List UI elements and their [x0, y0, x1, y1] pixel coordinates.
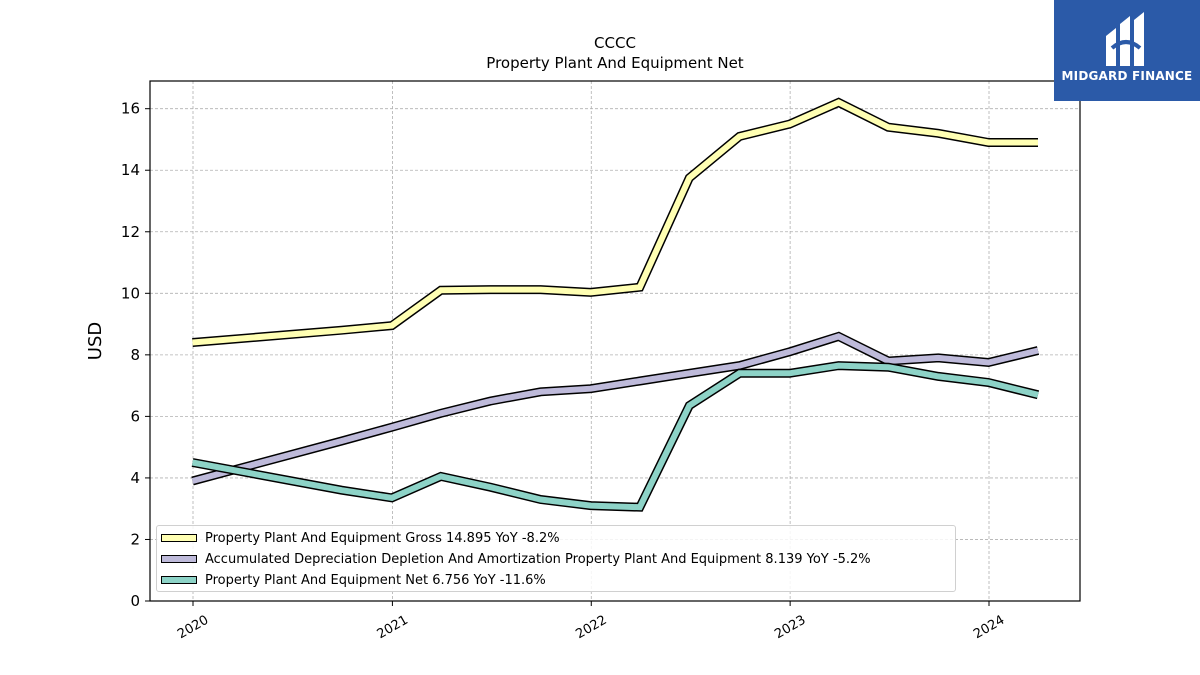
plot-frame: [149, 80, 1081, 602]
x-tick-label-2024: 2024: [971, 613, 1007, 643]
legend-swatch-depreciation: [161, 555, 197, 563]
series-line-2: [191, 362, 1039, 511]
y-tick-label-8: 8: [130, 346, 140, 364]
chart-subtitle: Property Plant And Equipment Net: [486, 54, 743, 72]
series-line-1: [191, 333, 1039, 484]
series-layer: [191, 97, 1040, 512]
y-tick-label-2: 2: [130, 530, 140, 548]
y-axis: 0 2 4 6 8 10 12 14 16: [121, 100, 150, 610]
legend-item-net: Property Plant And Equipment Net 6.756 Y…: [157, 570, 546, 590]
grid: [150, 81, 1080, 602]
logo-mark-icon: [1106, 12, 1144, 66]
x-tick-label-2021: 2021: [375, 613, 411, 643]
y-tick-label-14: 14: [121, 161, 140, 179]
midgard-finance-logo: MIDGARD FINANCE: [1054, 0, 1200, 101]
series-line-0: [192, 99, 1038, 346]
legend-label-net: Property Plant And Equipment Net 6.756 Y…: [205, 572, 546, 588]
legend-item-depreciation: Accumulated Depreciation Depletion And A…: [157, 549, 871, 569]
legend-label-gross: Property Plant And Equipment Gross 14.89…: [205, 530, 560, 546]
logo-text: MIDGARD FINANCE: [1061, 69, 1193, 83]
x-tick-label-2023: 2023: [772, 613, 808, 643]
y-tick-label-12: 12: [121, 223, 140, 241]
legend: Property Plant And Equipment Gross 14.89…: [156, 525, 956, 592]
y-tick-label-10: 10: [121, 284, 140, 302]
legend-item-gross: Property Plant And Equipment Gross 14.89…: [157, 528, 560, 548]
y-axis-label: USD: [85, 322, 106, 360]
y-tick-label-0: 0: [130, 592, 140, 610]
y-tick-label-16: 16: [121, 100, 140, 118]
chart-title: CCCC: [594, 34, 636, 52]
legend-swatch-net: [161, 576, 197, 584]
x-axis: 2020 2021 2022 2023 2024: [175, 601, 1007, 642]
x-tick-label-2020: 2020: [175, 613, 211, 643]
y-tick-label-4: 4: [130, 469, 140, 487]
legend-label-depreciation: Accumulated Depreciation Depletion And A…: [205, 551, 871, 567]
legend-swatch-gross: [161, 534, 197, 542]
series-outline-0: [192, 97, 1038, 347]
x-tick-label-2022: 2022: [573, 613, 609, 643]
y-tick-label-6: 6: [130, 407, 140, 425]
